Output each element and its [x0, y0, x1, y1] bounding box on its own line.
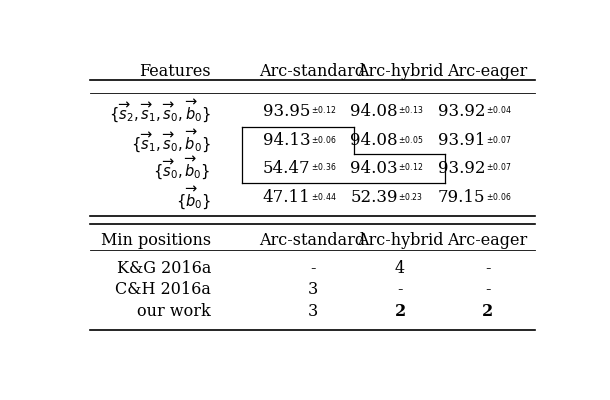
Text: -: -	[397, 281, 403, 298]
Text: 93.92: 93.92	[438, 160, 485, 177]
Text: Arc-hybrid: Arc-hybrid	[357, 62, 443, 80]
Text: $_{\pm0.36}$: $_{\pm0.36}$	[310, 162, 336, 174]
Text: Arc-standard: Arc-standard	[260, 62, 365, 80]
Text: Features: Features	[139, 62, 211, 80]
Text: 94.13: 94.13	[263, 132, 310, 149]
Text: $_{\pm0.12}$: $_{\pm0.12}$	[398, 162, 423, 174]
Text: Arc-hybrid: Arc-hybrid	[357, 232, 443, 249]
Text: Arc-eager: Arc-eager	[447, 62, 528, 80]
Text: 54.47: 54.47	[263, 160, 310, 177]
Text: $_{\pm0.07}$: $_{\pm0.07}$	[486, 162, 511, 174]
Text: 79.15: 79.15	[438, 189, 485, 206]
Text: $_{\pm0.44}$: $_{\pm0.44}$	[310, 191, 336, 204]
Text: Min positions: Min positions	[101, 232, 211, 249]
Text: 52.39: 52.39	[350, 189, 398, 206]
Text: 3: 3	[307, 281, 318, 298]
Text: 2: 2	[395, 303, 406, 320]
Text: -: -	[485, 281, 490, 298]
Text: Arc-standard: Arc-standard	[260, 232, 365, 249]
Text: 93.91: 93.91	[438, 132, 485, 149]
Text: -: -	[485, 260, 490, 277]
Text: -: -	[310, 260, 315, 277]
Text: $\{\overrightarrow{b}_0\}$: $\{\overrightarrow{b}_0\}$	[176, 184, 211, 211]
Text: $\{\overrightarrow{s}_1,\overrightarrow{s}_0,\overrightarrow{b}_0\}$: $\{\overrightarrow{s}_1,\overrightarrow{…	[131, 127, 211, 154]
Text: K&G 2016a: K&G 2016a	[117, 260, 211, 277]
Text: $_{\pm0.05}$: $_{\pm0.05}$	[398, 134, 423, 147]
Text: 94.08: 94.08	[350, 132, 398, 149]
Text: $_{\pm0.07}$: $_{\pm0.07}$	[486, 134, 511, 147]
Text: $\{\overrightarrow{s}_0,\overrightarrow{b}_0\}$: $\{\overrightarrow{s}_0,\overrightarrow{…	[154, 155, 211, 181]
Text: 47.11: 47.11	[262, 189, 310, 206]
Text: 93.92: 93.92	[438, 103, 485, 120]
Text: Arc-eager: Arc-eager	[447, 232, 528, 249]
Text: $_{\pm0.23}$: $_{\pm0.23}$	[398, 191, 423, 204]
Text: 2: 2	[482, 303, 493, 320]
Text: $_{\pm0.06}$: $_{\pm0.06}$	[486, 191, 511, 204]
Text: 4: 4	[395, 260, 405, 277]
Text: $_{\pm0.04}$: $_{\pm0.04}$	[486, 105, 511, 117]
Text: 93.95: 93.95	[263, 103, 310, 120]
Text: $_{\pm0.06}$: $_{\pm0.06}$	[310, 134, 336, 147]
Text: $_{\pm0.12}$: $_{\pm0.12}$	[310, 105, 336, 117]
Text: C&H 2016a: C&H 2016a	[115, 281, 211, 298]
Text: $_{\pm0.13}$: $_{\pm0.13}$	[398, 105, 423, 117]
Text: $\{\overrightarrow{s}_2,\overrightarrow{s}_1,\overrightarrow{s}_0,\overrightarro: $\{\overrightarrow{s}_2,\overrightarrow{…	[109, 98, 211, 124]
Text: 94.08: 94.08	[350, 103, 398, 120]
Text: 3: 3	[307, 303, 318, 320]
Text: 94.03: 94.03	[350, 160, 398, 177]
Text: our work: our work	[137, 303, 211, 320]
